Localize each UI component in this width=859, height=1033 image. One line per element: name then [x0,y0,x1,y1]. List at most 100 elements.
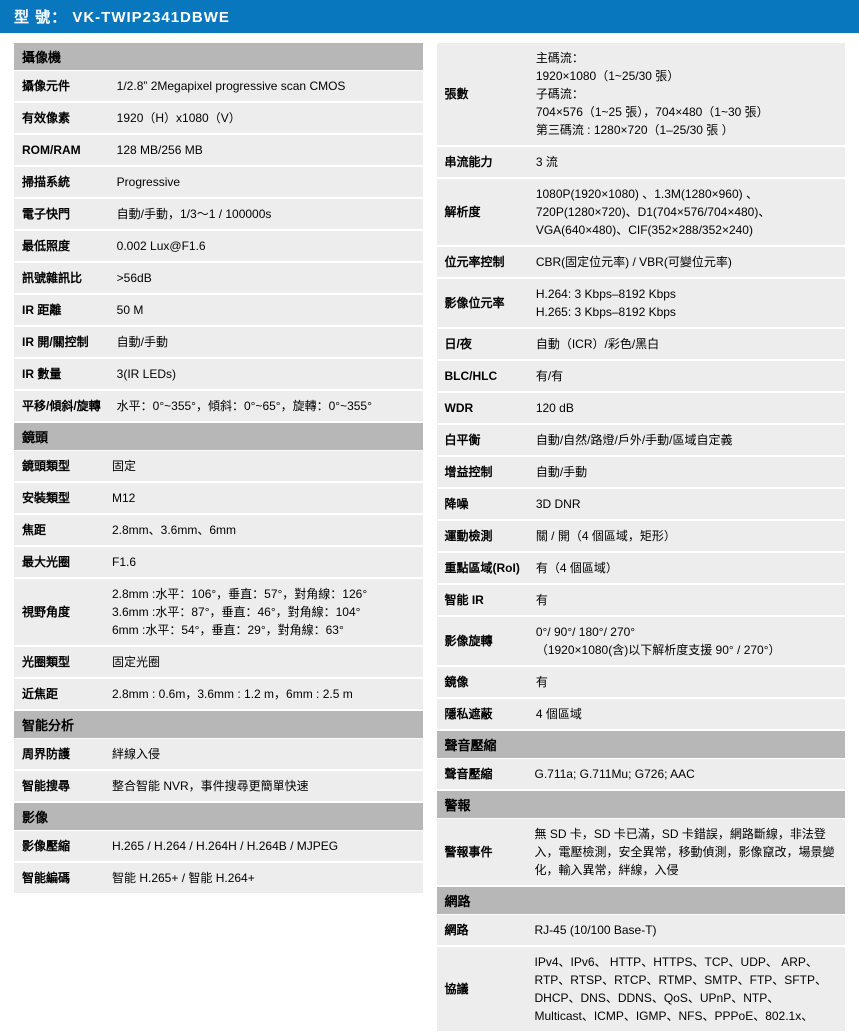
table-row: 安裝類型M12 [14,482,423,514]
table-row: 最大光圈F1.6 [14,546,423,578]
spec-key: ROM/RAM [14,134,109,166]
spec-value: 3 流 [528,146,845,178]
spec-key: BLC/HLC [437,360,528,392]
right-column: 張數主碼流： 1920×1080（1~25/30 張） 子碼流： 704×576… [437,43,846,1033]
table-row: 電子快門自動/手動，1/3～1 / 100000s [14,198,423,230]
spec-value: 4 個區域 [528,698,845,730]
spec-key: IR 距離 [14,294,109,326]
network-table: 網路RJ-45 (10/100 Base-T)協議IPv4、IPv6、 HTTP… [437,915,846,1033]
table-row: 影像旋轉0°/ 90°/ 180°/ 270° （1920×1080(含)以下解… [437,616,846,666]
spec-value: CBR(固定位元率) / VBR(可變位元率) [528,246,845,278]
spec-value: 2.8mm : 0.6m，3.6mm : 1.2 m，6mm : 2.5 m [104,678,423,710]
table-row: 降噪3D DNR [437,488,846,520]
table-row: 智能 IR有 [437,584,846,616]
spec-value: 2.8mm :水平：106°，垂直：57°，對角線：126° 3.6mm :水平… [104,578,423,646]
spec-key: IR 開/關控制 [14,326,109,358]
table-row: 攝像元件1/2.8” 2Megapixel progressive scan C… [14,71,423,102]
spec-key: 協議 [437,946,527,1032]
spec-value: RJ-45 (10/100 Base-T) [527,915,846,946]
spec-key: 攝像元件 [14,71,109,102]
spec-key: 降噪 [437,488,528,520]
spec-key: IR 數量 [14,358,109,390]
spec-key: 最低照度 [14,230,109,262]
ai-table: 周界防護絆線入侵智能搜尋整合智能 NVR，事件搜尋更簡單快速 [14,739,423,803]
spec-value: 自動（ICR）/彩色/黑白 [528,328,845,360]
table-row: 運動檢測關 / 開（4 個區域，矩形） [437,520,846,552]
spec-value: 3(IR LEDs) [109,358,423,390]
spec-key: 網路 [437,915,527,946]
spec-value: >56dB [109,262,423,294]
spec-value: G.711a; G.711Mu; G726; AAC [527,759,846,790]
spec-value: 自動/自然/路燈/戶外/手動/區域自定義 [528,424,845,456]
spec-value: 2.8mm、3.6mm、6mm [104,514,423,546]
spec-key: 安裝類型 [14,482,104,514]
table-row: 焦距2.8mm、3.6mm、6mm [14,514,423,546]
spec-key: 日/夜 [437,328,528,360]
header-label: 型 號： [14,9,67,26]
spec-key: 鏡頭類型 [14,451,104,482]
table-row: 警報事件無 SD 卡，SD 卡已滿，SD 卡錯誤，網路斷線，非法登入，電壓檢測，… [437,819,846,886]
spec-value: Progressive [109,166,423,198]
spec-key: 有效像素 [14,102,109,134]
table-row: IR 距離50 M [14,294,423,326]
spec-key: 近焦距 [14,678,104,710]
spec-value: 有 [528,666,845,698]
spec-key: 影像壓縮 [14,831,104,862]
spec-key: 隱私遮蔽 [437,698,528,730]
spec-value: 0.002 Lux@F1.6 [109,230,423,262]
table-row: 周界防護絆線入侵 [14,739,423,770]
spec-value: 自動/手動 [109,326,423,358]
table-row: 影像位元率H.264: 3 Kbps–8192 Kbps H.265: 3 Kb… [437,278,846,328]
spec-key: WDR [437,392,528,424]
table-row: ROM/RAM128 MB/256 MB [14,134,423,166]
table-row: 影像壓縮H.265 / H.264 / H.264H / H.264B / MJ… [14,831,423,862]
table-row: 隱私遮蔽4 個區域 [437,698,846,730]
table-row: 位元率控制CBR(固定位元率) / VBR(可變位元率) [437,246,846,278]
table-row: WDR120 dB [437,392,846,424]
camera-header: 攝像機 [14,43,423,71]
table-row: 解析度1080P(1920×1080) 、1.3M(1280×960) 、720… [437,178,846,246]
spec-key: 運動檢測 [437,520,528,552]
spec-key: 周界防護 [14,739,104,770]
spec-key: 視野角度 [14,578,104,646]
table-row: BLC/HLC有/有 [437,360,846,392]
spec-value: 50 M [109,294,423,326]
table-row: 日/夜自動（ICR）/彩色/黑白 [437,328,846,360]
alarm-header: 警報 [437,791,846,819]
spec-value: 關 / 開（4 個區域，矩形） [528,520,845,552]
spec-key: 智能編碼 [14,862,104,894]
spec-key: 張數 [437,43,528,146]
spec-key: 智能 IR [437,584,528,616]
spec-value: 固定 [104,451,423,482]
spec-key: 訊號雜訊比 [14,262,109,294]
spec-value: 智能 H.265+ / 智能 H.264+ [104,862,423,894]
table-row: 串流能力3 流 [437,146,846,178]
spec-key: 焦距 [14,514,104,546]
spec-key: 串流能力 [437,146,528,178]
spec-key: 光圈類型 [14,646,104,678]
table-row: IR 數量3(IR LEDs) [14,358,423,390]
video-right-table: 張數主碼流： 1920×1080（1~25/30 張） 子碼流： 704×576… [437,43,846,731]
table-row: 協議IPv4、IPv6、 HTTP、HTTPS、TCP、UDP、 ARP、RTP… [437,946,846,1032]
spec-key: 掃描系統 [14,166,109,198]
spec-value: H.264: 3 Kbps–8192 Kbps H.265: 3 Kbps–81… [528,278,845,328]
spec-key: 影像旋轉 [437,616,528,666]
spec-value: 1080P(1920×1080) 、1.3M(1280×960) 、720P(1… [528,178,845,246]
spec-key: 聲音壓縮 [437,759,527,790]
table-row: 視野角度2.8mm :水平：106°，垂直：57°，對角線：126° 3.6mm… [14,578,423,646]
table-row: 近焦距2.8mm : 0.6m，3.6mm : 1.2 m，6mm : 2.5 … [14,678,423,710]
spec-value: 1920（H）x1080（V） [109,102,423,134]
lens-table: 鏡頭類型固定安裝類型M12焦距2.8mm、3.6mm、6mm最大光圈F1.6視野… [14,451,423,711]
table-row: 訊號雜訊比>56dB [14,262,423,294]
alarm-table: 警報事件無 SD 卡，SD 卡已滿，SD 卡錯誤，網路斷線，非法登入，電壓檢測，… [437,819,846,887]
spec-key: 白平衡 [437,424,528,456]
table-row: 最低照度0.002 Lux@F1.6 [14,230,423,262]
audio-header: 聲音壓縮 [437,731,846,759]
table-row: 張數主碼流： 1920×1080（1~25/30 張） 子碼流： 704×576… [437,43,846,146]
spec-value: 3D DNR [528,488,845,520]
table-row: 平移/傾斜/旋轉水平：0°~355°，傾斜：0°~65°，旋轉：0°~355° [14,390,423,422]
spec-key: 鏡像 [437,666,528,698]
spec-key: 最大光圈 [14,546,104,578]
spec-value: 1/2.8” 2Megapixel progressive scan CMOS [109,71,423,102]
lens-header: 鏡頭 [14,423,423,451]
